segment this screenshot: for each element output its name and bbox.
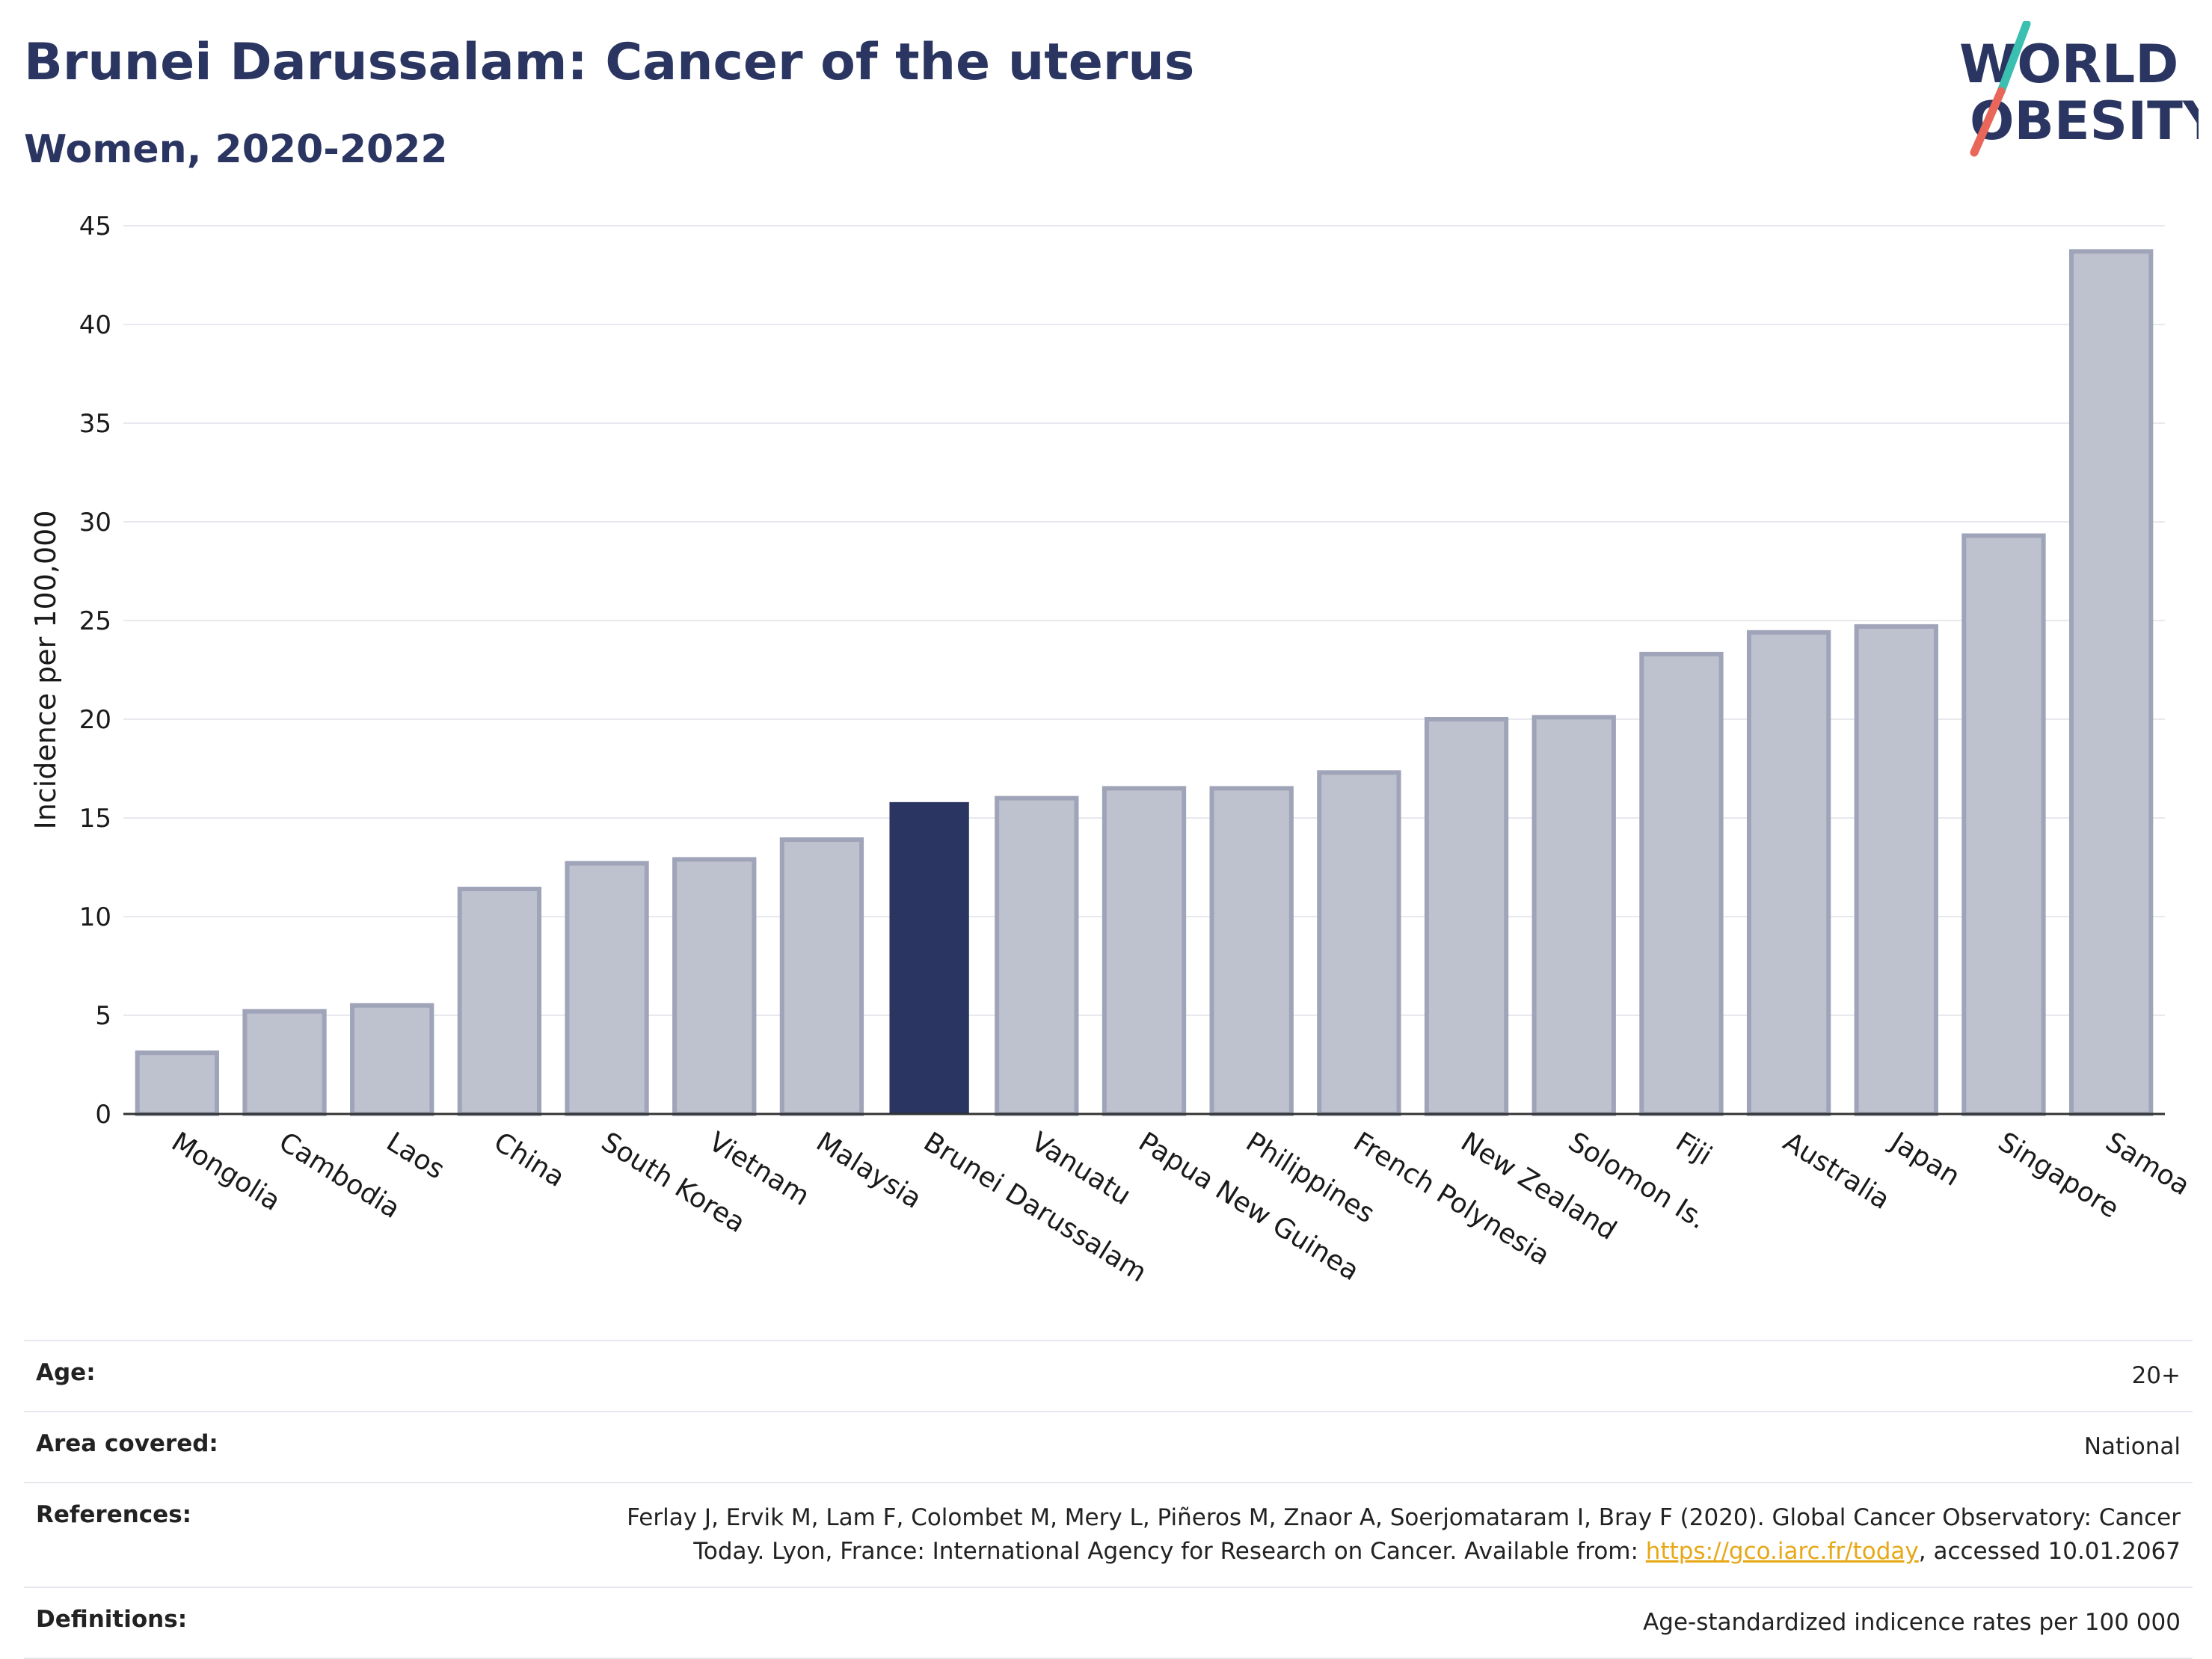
bar-samoa	[2068, 249, 2154, 1117]
y-tick-label: 10	[79, 902, 111, 932]
x-tick-label: Fiji	[1671, 1127, 1718, 1172]
y-axis-label: Incidence per 100,000	[29, 510, 62, 829]
x-tick-label: Samoa	[2100, 1127, 2195, 1202]
x-tick-label: China	[488, 1127, 570, 1193]
y-tick-label: 0	[95, 1100, 111, 1130]
y-tick-label: 5	[95, 1001, 111, 1031]
x-tick-label: Malaysia	[811, 1127, 927, 1215]
chart-subtitle: Women, 2020-2022	[24, 127, 448, 172]
bar-solomon-is	[1531, 715, 1616, 1116]
info-row-area: Area covered: National	[24, 1410, 2193, 1482]
bar-vanuatu	[995, 795, 1079, 1116]
bar-china	[457, 887, 542, 1116]
bar-cambodia	[242, 1009, 327, 1116]
bar-australia	[1746, 630, 1831, 1116]
bar-french-polynesia	[1317, 770, 1401, 1117]
reference-accessed: , accessed 10.01.2067	[1918, 1537, 2181, 1565]
logo-line1: WORLD	[1959, 34, 2178, 95]
y-tick-label: 30	[79, 508, 111, 538]
x-tick-label: Mongolia	[166, 1127, 286, 1217]
world-obesity-logo: WORLD OBESITY	[1959, 21, 2199, 157]
info-label-references: References:	[36, 1501, 192, 1528]
info-row-age: Age: 20+	[24, 1340, 2193, 1411]
info-label-area: Area covered:	[36, 1429, 218, 1457]
x-tick-label: Japan	[1884, 1126, 1965, 1192]
bar-south-korea	[565, 861, 649, 1116]
bar-vietnam	[672, 857, 757, 1116]
info-value-definitions: Age-standardized indicence rates per 100…	[1643, 1608, 2181, 1636]
info-row-references: References: Ferlay J, Ervik M, Lam F, Co…	[24, 1481, 2193, 1586]
x-tick-label: Cambodia	[274, 1127, 405, 1225]
x-tick-label: Laos	[381, 1127, 449, 1186]
info-label-definitions: Definitions:	[36, 1605, 188, 1633]
reference-link[interactable]: https://gco.iarc.fr/today	[1645, 1537, 1919, 1565]
x-tick-label: Australia	[1778, 1127, 1895, 1216]
bar-new-zealand	[1424, 717, 1509, 1116]
info-value-age: 20+	[2131, 1362, 2181, 1389]
reference-text: Ferlay J, Ervik M, Lam F, Colombet M, Me…	[627, 1503, 2181, 1565]
chart-title: Brunei Darussalam: Cancer of the uterus	[24, 33, 1195, 92]
bar-philippines	[1209, 786, 1294, 1117]
x-tick-label: Singapore	[1993, 1127, 2125, 1225]
y-tick-label: 25	[79, 606, 111, 636]
y-tick-label: 40	[79, 310, 111, 340]
bar-fiji	[1639, 651, 1724, 1116]
x-tick-label: French Polynesia	[1348, 1127, 1555, 1272]
bar-malaysia	[779, 837, 864, 1116]
logo-slash-top	[1997, 21, 2031, 96]
info-row-definitions: Definitions: Age-standardized indicence …	[24, 1586, 2193, 1659]
info-value-references: Ferlay J, Ervik M, Lam F, Colombet M, Me…	[573, 1501, 2181, 1569]
bar-brunei-darussalam	[889, 801, 969, 1114]
info-label-age: Age:	[36, 1359, 96, 1386]
y-tick-label: 20	[79, 705, 111, 735]
y-tick-label: 35	[79, 409, 111, 439]
bar-japan	[1854, 624, 1938, 1116]
info-value-area: National	[2083, 1432, 2181, 1460]
info-table: Age: 20+ Area covered: National Referenc…	[24, 1340, 2193, 1659]
logo-line2: OBESITY	[1970, 90, 2199, 152]
bars	[135, 249, 2154, 1117]
y-tick-label: 45	[79, 212, 111, 241]
y-axis-ticks: 0 5 10 15 20 25 30 35 40 45	[79, 212, 111, 1130]
logo-slash-bottom	[1970, 87, 2006, 157]
bar-singapore	[1961, 533, 2046, 1117]
bar-papua-new-guinea	[1102, 786, 1187, 1117]
y-tick-label: 15	[79, 804, 111, 834]
bar-mongolia	[135, 1050, 220, 1117]
bar-laos	[350, 1003, 434, 1117]
